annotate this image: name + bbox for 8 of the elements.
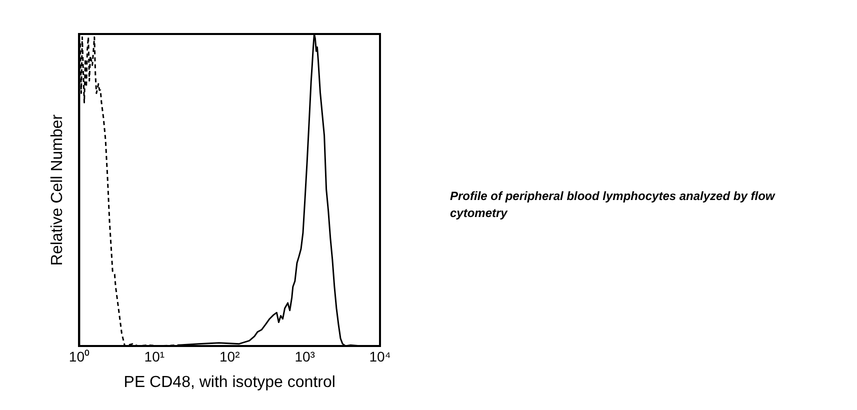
x-tick-label: 10⁰ bbox=[68, 348, 90, 364]
x-tick-label: 10³ bbox=[294, 348, 316, 364]
text: Profile of peripheral blood lymphocytes analyzed by flow cytometry bbox=[450, 188, 776, 222]
x-tick-label: 10¹ bbox=[144, 348, 165, 364]
x-tick-label: 10⁴ bbox=[369, 348, 391, 364]
x-axis-title: PE CD48, with isotype control bbox=[124, 374, 336, 391]
x-tick-label: 10² bbox=[219, 348, 240, 364]
y-axis-title: Relative Cell Number bbox=[49, 114, 66, 266]
